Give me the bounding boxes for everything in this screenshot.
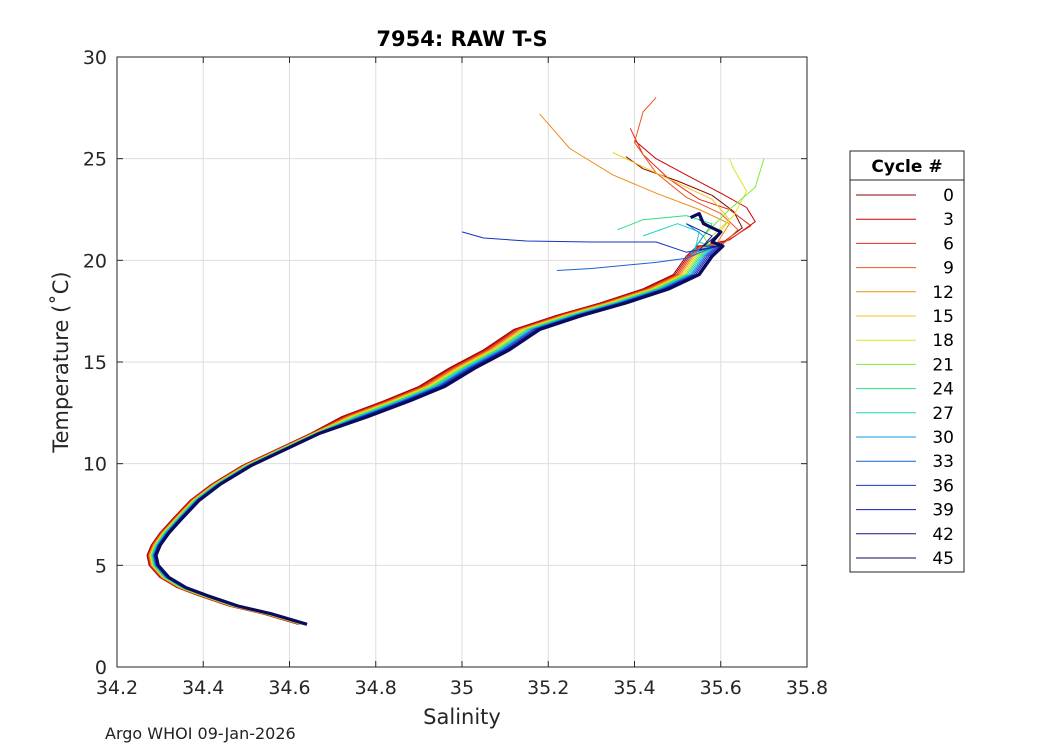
y-tick-label: 0 bbox=[95, 657, 107, 679]
x-tick-label: 35 bbox=[450, 677, 474, 699]
series-line-cycle-9 bbox=[148, 97, 739, 625]
legend-title: Cycle # bbox=[871, 157, 942, 177]
legend-label: 45 bbox=[932, 549, 954, 569]
series-line-cycle-18 bbox=[150, 158, 748, 625]
legend-label: 42 bbox=[932, 525, 954, 545]
series-line-cycle-0 bbox=[146, 156, 743, 625]
series-layer bbox=[146, 97, 765, 626]
x-tick-label: 34.8 bbox=[355, 677, 397, 699]
x-tick-label: 34.6 bbox=[268, 677, 310, 699]
x-tick-label: 35.8 bbox=[786, 677, 828, 699]
legend-label: 3 bbox=[943, 210, 954, 230]
y-tick-label: 15 bbox=[83, 352, 107, 374]
series-line-cycle-45 bbox=[154, 212, 725, 626]
x-tick-label: 34.2 bbox=[96, 677, 138, 699]
series-line-cycle-24 bbox=[151, 215, 713, 625]
y-tick-label: 30 bbox=[83, 47, 107, 69]
chart-title: 7954: RAW T-S bbox=[376, 27, 547, 51]
legend-label: 15 bbox=[932, 307, 954, 327]
grid-layer bbox=[117, 57, 807, 667]
series-line-cycle-30 bbox=[152, 223, 715, 625]
y-axis-label: Temperature (˚C) bbox=[49, 271, 73, 453]
series-line-cycle-27 bbox=[151, 223, 714, 625]
legend-label: 0 bbox=[943, 186, 954, 206]
legend-label: 24 bbox=[932, 380, 954, 400]
legend-label: 36 bbox=[932, 476, 954, 496]
series-line-cycle-33 bbox=[153, 245, 717, 625]
legend-label: 33 bbox=[932, 452, 954, 472]
legend-label: 21 bbox=[932, 355, 954, 375]
x-tick-label: 35.2 bbox=[527, 677, 569, 699]
series-line-cycle-21 bbox=[150, 158, 765, 625]
tick-layer: 34.2 34.4 34.6 34.8 35 35.2 35.4 35.6 35.8 0 5 10 15… bbox=[83, 47, 828, 699]
legend-label: 9 bbox=[943, 259, 954, 279]
y-tick-label: 10 bbox=[83, 454, 107, 476]
legend-label: 12 bbox=[932, 283, 954, 303]
x-tick-label: 35.6 bbox=[700, 677, 742, 699]
footer-text: Argo WHOI 09-Jan-2026 bbox=[105, 724, 296, 743]
series-line-cycle-42 bbox=[154, 219, 722, 625]
y-tick-label: 25 bbox=[83, 149, 107, 171]
y-tick-label: 20 bbox=[83, 250, 107, 272]
x-tick-label: 35.4 bbox=[613, 677, 655, 699]
x-axis-label: Salinity bbox=[423, 705, 501, 729]
legend-label: 6 bbox=[943, 234, 954, 254]
y-tick-label: 5 bbox=[95, 555, 107, 577]
legend-box bbox=[849, 150, 965, 573]
x-tick-label: 34.4 bbox=[182, 677, 224, 699]
legend-label: 30 bbox=[932, 428, 954, 448]
series-line-cycle-12 bbox=[148, 113, 730, 625]
legend-label: 27 bbox=[932, 404, 954, 424]
legend-label: 18 bbox=[932, 331, 954, 351]
legend-label: 39 bbox=[932, 501, 954, 521]
